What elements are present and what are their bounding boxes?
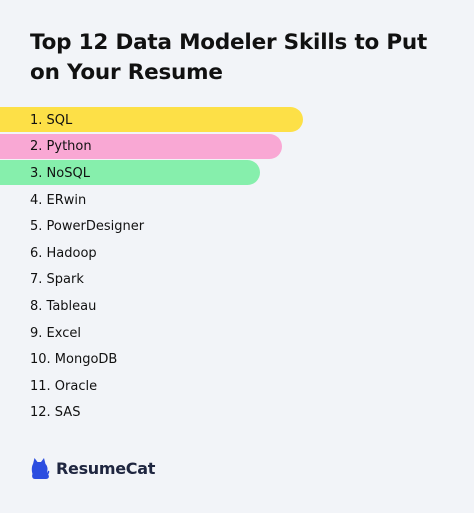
- skill-label: 10. MongoDB: [30, 352, 118, 368]
- skill-label: 2. Python: [30, 139, 92, 155]
- skill-label: 9. Excel: [30, 325, 81, 341]
- skill-label: 12. SAS: [30, 405, 81, 421]
- list-item: 9. Excel: [0, 320, 144, 347]
- list-item: 8. Tableau: [0, 293, 144, 320]
- list-item: 10. MongoDB: [0, 346, 144, 373]
- skill-label: 1. SQL: [30, 112, 73, 128]
- list-item: 2. Python: [0, 133, 282, 161]
- highlight-bar: [0, 107, 303, 132]
- skill-label: 11. Oracle: [30, 378, 98, 394]
- list-item: 4. ERwin: [0, 187, 144, 214]
- list-item: 7. Spark: [0, 267, 144, 294]
- skill-label: 4. ERwin: [30, 192, 87, 208]
- skill-list: 1. SQL 2. Python 3. NoSQL 4. ERwin 5. Po…: [0, 107, 303, 427]
- cat-icon: [31, 458, 50, 479]
- list-item: 11. Oracle: [0, 373, 144, 400]
- brand-name: ResumeCat: [56, 458, 156, 478]
- brand-logo: ResumeCat: [30, 456, 155, 480]
- skill-label: 7. Spark: [30, 272, 84, 288]
- highlight-bar: [0, 160, 260, 186]
- list-item: 12. SAS: [0, 400, 144, 427]
- highlight-bar: [0, 133, 282, 159]
- skill-label: 6. Hadoop: [30, 245, 97, 261]
- skill-label: 5. PowerDesigner: [30, 219, 145, 235]
- skill-label: 3. NoSQL: [30, 165, 90, 181]
- list-item: 1. SQL: [0, 107, 303, 134]
- page-title: Top 12 Data Modeler Skills to Put on You…: [30, 30, 428, 85]
- list-item: 3. NoSQL: [0, 160, 260, 187]
- skill-label: 8. Tableau: [30, 298, 97, 314]
- list-item: 6. Hadoop: [0, 240, 144, 267]
- list-item: 5. PowerDesigner: [0, 213, 144, 240]
